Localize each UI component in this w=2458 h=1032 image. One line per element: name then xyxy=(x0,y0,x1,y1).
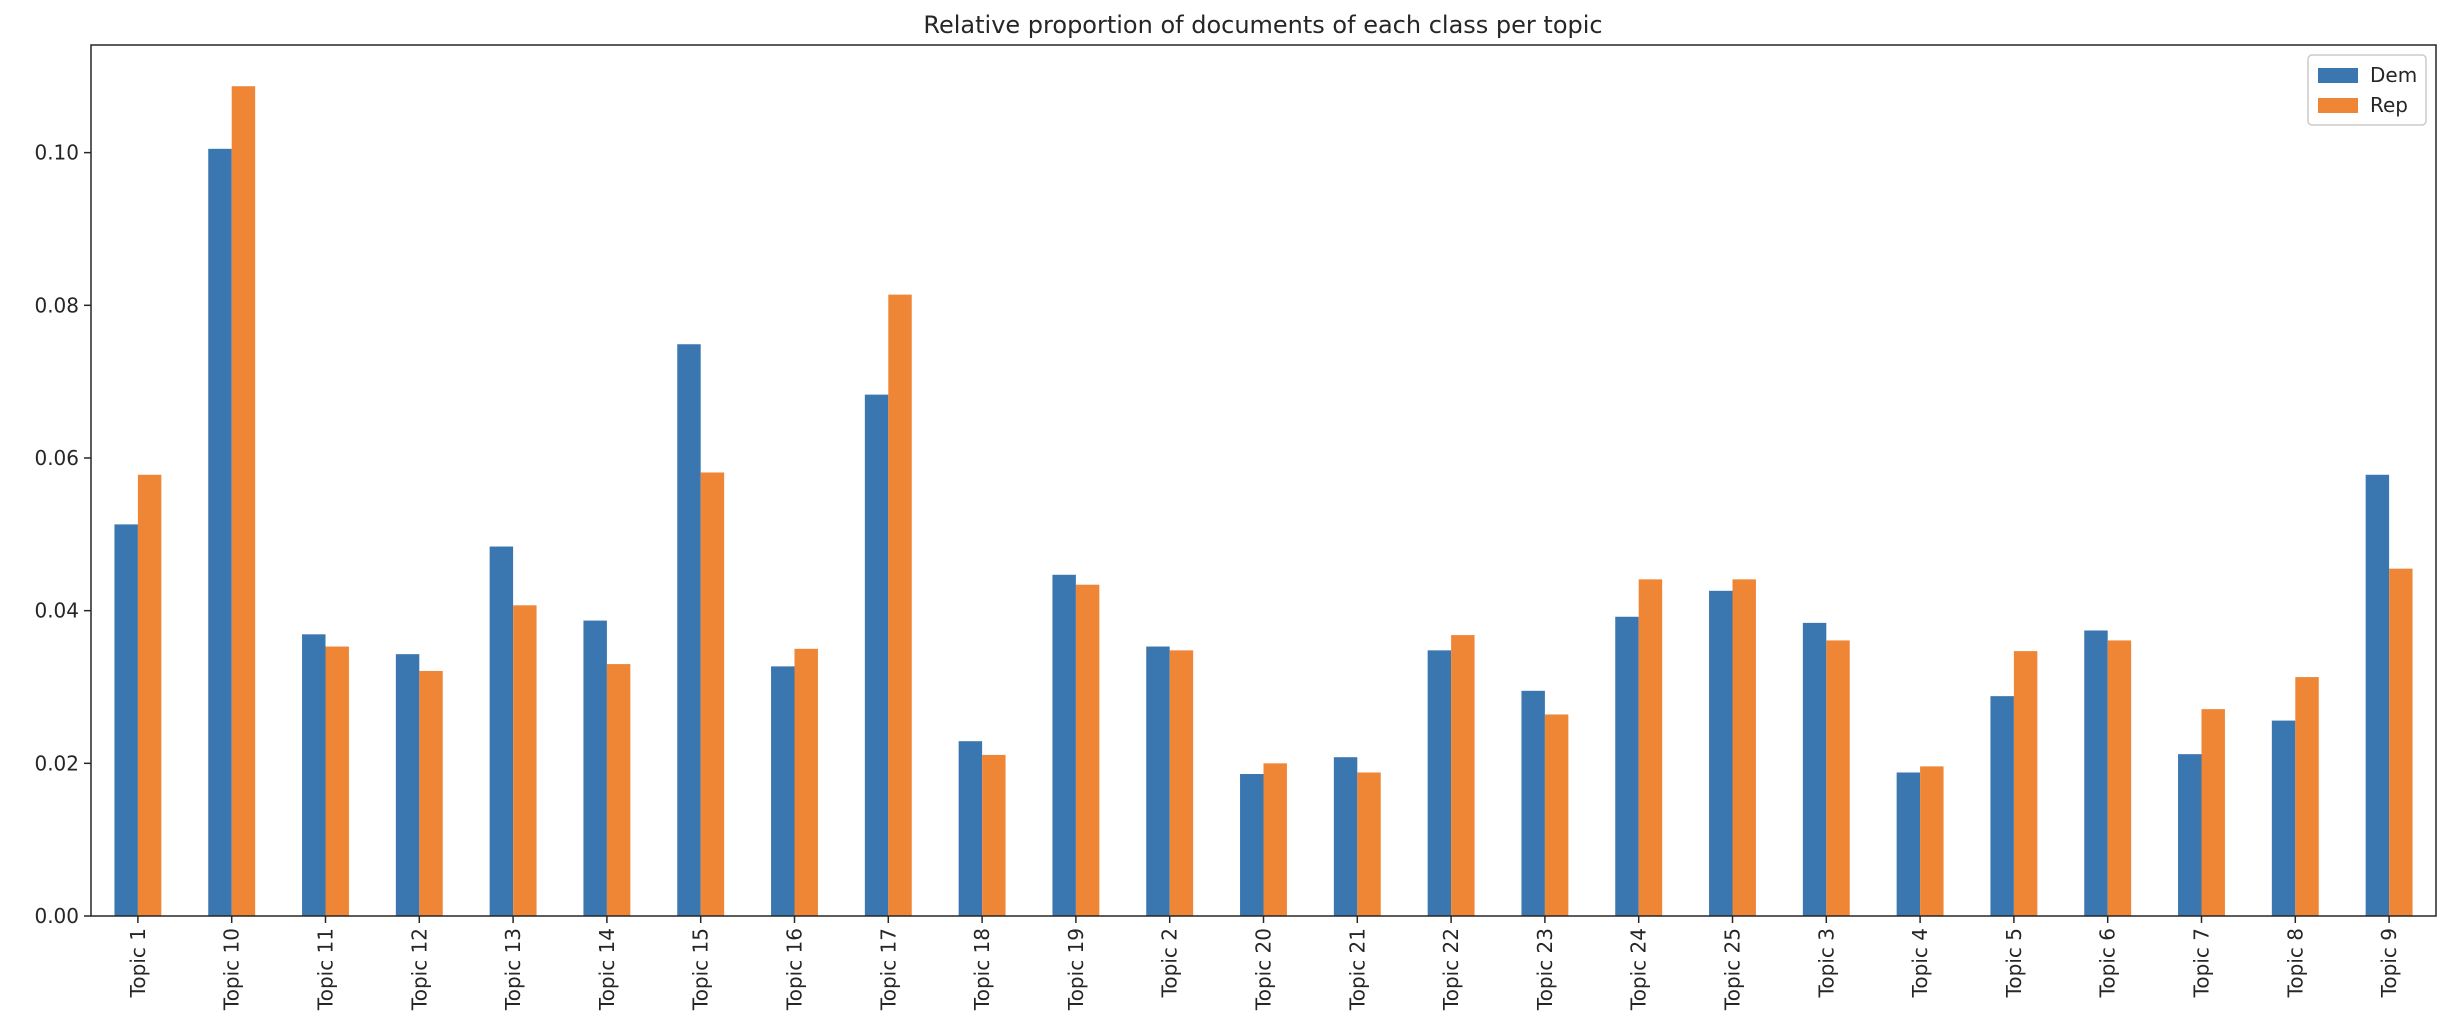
x-tick-label: Topic 19 xyxy=(1064,928,1088,1011)
bar-rep-topic-16 xyxy=(794,648,818,916)
bar-dem-topic-2 xyxy=(1146,646,1170,916)
bar-rep-topic-4 xyxy=(1920,766,1944,916)
bar-rep-topic-6 xyxy=(2107,640,2132,916)
bar-rep-topic-10 xyxy=(231,86,256,917)
bar-rep-topic-19 xyxy=(1075,584,1100,916)
x-tick-label: Topic 24 xyxy=(1627,928,1651,1011)
bar-dem-topic-15 xyxy=(677,344,701,916)
bar-dem-topic-25 xyxy=(1709,590,1733,916)
bar-dem-topic-13 xyxy=(489,546,514,916)
legend-label-dem: Dem xyxy=(2370,63,2417,87)
bar-dem-topic-4 xyxy=(1896,772,1921,916)
bar-rep-topic-21 xyxy=(1357,772,1381,916)
x-tick-label: Topic 23 xyxy=(1533,928,1557,1011)
bar-rep-topic-20 xyxy=(1263,763,1287,916)
chart-title: Relative proportion of documents of each… xyxy=(923,11,1602,39)
x-tick-label: Topic 12 xyxy=(407,928,431,1011)
bar-rep-topic-18 xyxy=(982,754,1006,916)
legend: Dem Rep xyxy=(2307,54,2427,126)
y-tick-label: 0.10 xyxy=(34,141,79,165)
x-tick-label: Topic 1 xyxy=(126,928,150,998)
bar-dem-topic-8 xyxy=(2271,720,2296,916)
x-tick-label: Topic 9 xyxy=(2377,928,2401,998)
bar-rep-topic-22 xyxy=(1451,635,1475,916)
bar-rep-topic-17 xyxy=(888,294,912,916)
bar-rep-topic-2 xyxy=(1169,650,1194,916)
legend-swatch-dem xyxy=(2318,68,2358,83)
bar-rep-topic-15 xyxy=(700,472,725,916)
y-tick-label: 0.02 xyxy=(34,751,79,775)
bar-dem-topic-7 xyxy=(2178,754,2202,916)
x-tick-label: Topic 3 xyxy=(1814,928,1838,998)
bar-rep-topic-11 xyxy=(325,646,349,916)
legend-label-rep: Rep xyxy=(2370,93,2408,117)
bar-rep-topic-8 xyxy=(2295,677,2319,916)
x-tick-label: Topic 16 xyxy=(783,928,807,1011)
bar-dem-topic-22 xyxy=(1427,650,1452,916)
bar-dem-topic-18 xyxy=(958,741,983,916)
bar-dem-topic-16 xyxy=(771,666,795,916)
axes-layer: 0.00 0.02 0.04 0.06 0.08 0.10 Topic 1 Topic 10 T… xyxy=(34,44,2437,1011)
x-tick-label: Topic 8 xyxy=(2283,928,2307,998)
bar-dem-topic-24 xyxy=(1615,616,1639,916)
bar-dem-topic-17 xyxy=(864,394,889,916)
x-tick-label: Topic 25 xyxy=(1721,928,1745,1011)
x-tick-label: Topic 5 xyxy=(2002,928,2026,998)
x-tick-label: Topic 13 xyxy=(501,928,525,1011)
bar-dem-topic-19 xyxy=(1052,574,1076,916)
bar-dem-topic-23 xyxy=(1521,690,1545,916)
bar-dem-topic-1 xyxy=(114,524,138,916)
bar-dem-topic-14 xyxy=(583,620,607,916)
x-tick-label: Topic 11 xyxy=(314,928,338,1011)
bar-dem-topic-21 xyxy=(1333,757,1358,916)
bar-dem-topic-5 xyxy=(1990,696,2014,916)
bar-dem-topic-12 xyxy=(395,654,420,916)
bar-rep-topic-14 xyxy=(606,664,631,916)
bar-rep-topic-9 xyxy=(2389,568,2413,916)
bar-dem-topic-3 xyxy=(1802,622,1827,916)
bar-dem-topic-6 xyxy=(2084,630,2108,916)
bar-rep-topic-7 xyxy=(2201,709,2225,916)
y-tick-label: 0.04 xyxy=(34,599,79,623)
y-tick-label: 0.06 xyxy=(34,446,79,470)
y-tick-label: 0.00 xyxy=(34,904,79,928)
bar-rep-topic-12 xyxy=(419,670,443,916)
x-tick-label: Topic 7 xyxy=(2190,928,2214,998)
bar-rep-topic-13 xyxy=(513,605,537,916)
x-tick-label: Topic 20 xyxy=(1252,928,1276,1011)
bar-rep-topic-1 xyxy=(137,474,162,916)
x-tick-label: Topic 14 xyxy=(595,928,619,1011)
bar-rep-topic-23 xyxy=(1544,714,1569,916)
bar-dem-topic-9 xyxy=(2365,474,2390,916)
bar-dem-topic-20 xyxy=(1240,774,1264,916)
bar-rep-topic-3 xyxy=(1826,640,1850,916)
y-tick-label: 0.08 xyxy=(34,293,79,317)
x-tick-label: Topic 4 xyxy=(1908,928,1932,998)
x-tick-label: Topic 17 xyxy=(876,928,900,1011)
x-tick-label: Topic 10 xyxy=(220,928,244,1011)
x-tick-label: Topic 22 xyxy=(1439,928,1463,1011)
bar-rep-topic-5 xyxy=(2013,651,2038,916)
legend-swatch-rep xyxy=(2318,98,2358,113)
x-tick-label: Topic 6 xyxy=(2096,928,2120,998)
bar-rep-topic-24 xyxy=(1638,579,1663,916)
x-tick-label: Topic 2 xyxy=(1158,928,1182,998)
bar-dem-topic-11 xyxy=(302,634,326,916)
x-tick-label: Topic 21 xyxy=(1345,928,1369,1011)
x-tick-label: Topic 18 xyxy=(970,928,994,1011)
x-tick-label: Topic 15 xyxy=(689,928,713,1011)
bars-layer xyxy=(114,86,2413,917)
bar-rep-topic-25 xyxy=(1732,579,1756,916)
bar-dem-topic-10 xyxy=(208,148,232,916)
